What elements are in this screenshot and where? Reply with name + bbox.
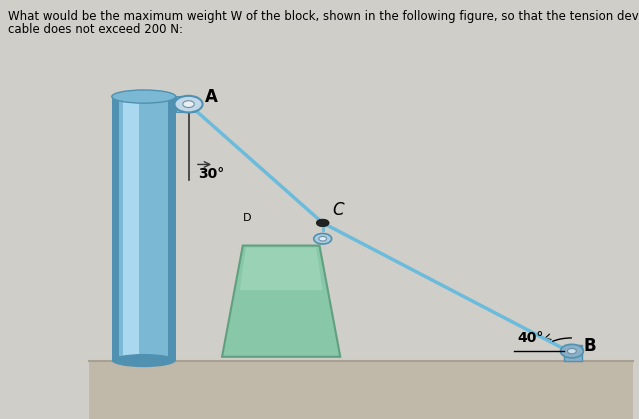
Text: 30°: 30°: [198, 167, 224, 181]
Bar: [176, 99, 196, 103]
Polygon shape: [222, 246, 340, 357]
Text: cable does not exceed 200 N:: cable does not exceed 200 N:: [8, 23, 183, 36]
Circle shape: [319, 236, 327, 241]
Circle shape: [560, 344, 583, 358]
Bar: [176, 96, 196, 112]
Bar: [168, 96, 176, 360]
Circle shape: [183, 101, 194, 108]
Text: C: C: [332, 202, 344, 220]
Bar: [89, 360, 633, 419]
Bar: [564, 345, 582, 360]
Text: A: A: [204, 88, 217, 106]
Circle shape: [567, 349, 576, 354]
Text: D: D: [243, 213, 251, 223]
Bar: [112, 96, 119, 360]
Polygon shape: [240, 247, 323, 290]
Text: What would be the maximum weight W of the block, shown in the following figure, : What would be the maximum weight W of th…: [8, 10, 639, 23]
Circle shape: [314, 233, 332, 244]
Bar: [112, 96, 176, 360]
Ellipse shape: [112, 90, 176, 103]
Bar: [123, 96, 139, 360]
Text: 40°: 40°: [518, 331, 544, 345]
Circle shape: [316, 219, 329, 227]
Text: B: B: [583, 337, 596, 355]
Circle shape: [174, 96, 203, 112]
Ellipse shape: [112, 354, 176, 367]
